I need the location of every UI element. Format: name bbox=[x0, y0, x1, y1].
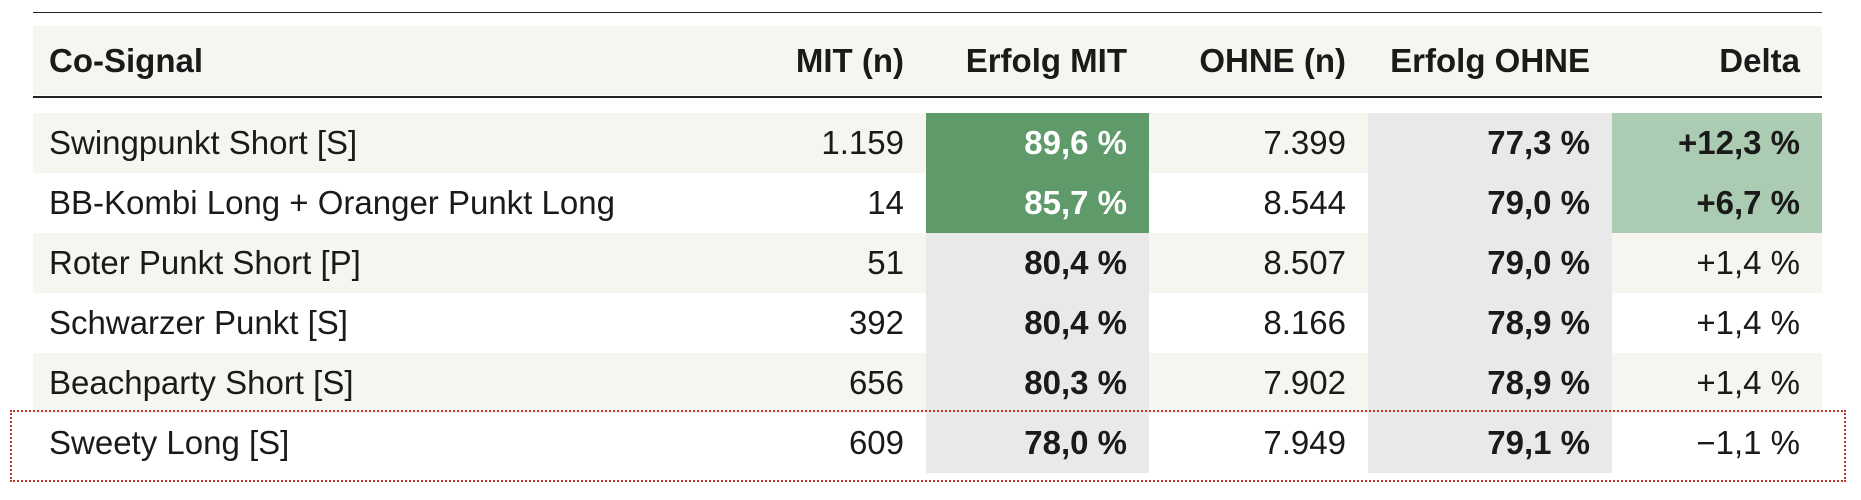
table-cell: Roter Punkt Short [P] bbox=[33, 233, 640, 293]
top-rule bbox=[33, 12, 1822, 13]
highlight-box bbox=[10, 410, 1846, 482]
table-cell: 85,7 % bbox=[926, 173, 1149, 233]
table-cell: 79,0 % bbox=[1368, 233, 1612, 293]
table-cell: +1,4 % bbox=[1612, 233, 1822, 293]
table-cell: Beachparty Short [S] bbox=[33, 353, 640, 413]
table-cell: 79,0 % bbox=[1368, 173, 1612, 233]
header-cell: Co-Signal bbox=[33, 26, 640, 95]
table-cell: 656 bbox=[640, 353, 926, 413]
table-cell: 78,0 % bbox=[926, 413, 1149, 473]
table-cell: +6,7 % bbox=[1612, 173, 1822, 233]
table-cell: 78,9 % bbox=[1368, 353, 1612, 413]
header-cell: Delta bbox=[1612, 26, 1822, 95]
table-cell: Swingpunkt Short [S] bbox=[33, 113, 640, 173]
table-cell: Schwarzer Punkt [S] bbox=[33, 293, 640, 353]
header-cell: Erfolg MIT bbox=[926, 26, 1149, 95]
table-cell: 89,6 % bbox=[926, 113, 1149, 173]
table-cell: 7.399 bbox=[1149, 113, 1368, 173]
table-cell: −1,1 % bbox=[1612, 413, 1822, 473]
table-cell: 8.507 bbox=[1149, 233, 1368, 293]
table-cell: +1,4 % bbox=[1612, 293, 1822, 353]
header-cell: Erfolg OHNE bbox=[1368, 26, 1612, 95]
table-cell: 8.166 bbox=[1149, 293, 1368, 353]
table-cell: +12,3 % bbox=[1612, 113, 1822, 173]
table-cell: 7.902 bbox=[1149, 353, 1368, 413]
table-cell: 14 bbox=[640, 173, 926, 233]
table-cell: 1.159 bbox=[640, 113, 926, 173]
table-cell: 80,4 % bbox=[926, 233, 1149, 293]
table-cell: Sweety Long [S] bbox=[33, 413, 640, 473]
table-cell: 392 bbox=[640, 293, 926, 353]
table-cell: 8.544 bbox=[1149, 173, 1368, 233]
table-cell: 609 bbox=[640, 413, 926, 473]
table-cell: 79,1 % bbox=[1368, 413, 1612, 473]
table-cell: 51 bbox=[640, 233, 926, 293]
header-rule bbox=[33, 96, 1822, 98]
table-cell: 77,3 % bbox=[1368, 113, 1612, 173]
table-cell: 80,3 % bbox=[926, 353, 1149, 413]
header-cell: OHNE (n) bbox=[1149, 26, 1368, 95]
header-cell: MIT (n) bbox=[640, 26, 926, 95]
table-cell: 78,9 % bbox=[1368, 293, 1612, 353]
table-cell: 7.949 bbox=[1149, 413, 1368, 473]
table-cell: +1,4 % bbox=[1612, 353, 1822, 413]
table-cell: BB-Kombi Long + Oranger Punkt Long bbox=[33, 173, 640, 233]
table-cell: 80,4 % bbox=[926, 293, 1149, 353]
